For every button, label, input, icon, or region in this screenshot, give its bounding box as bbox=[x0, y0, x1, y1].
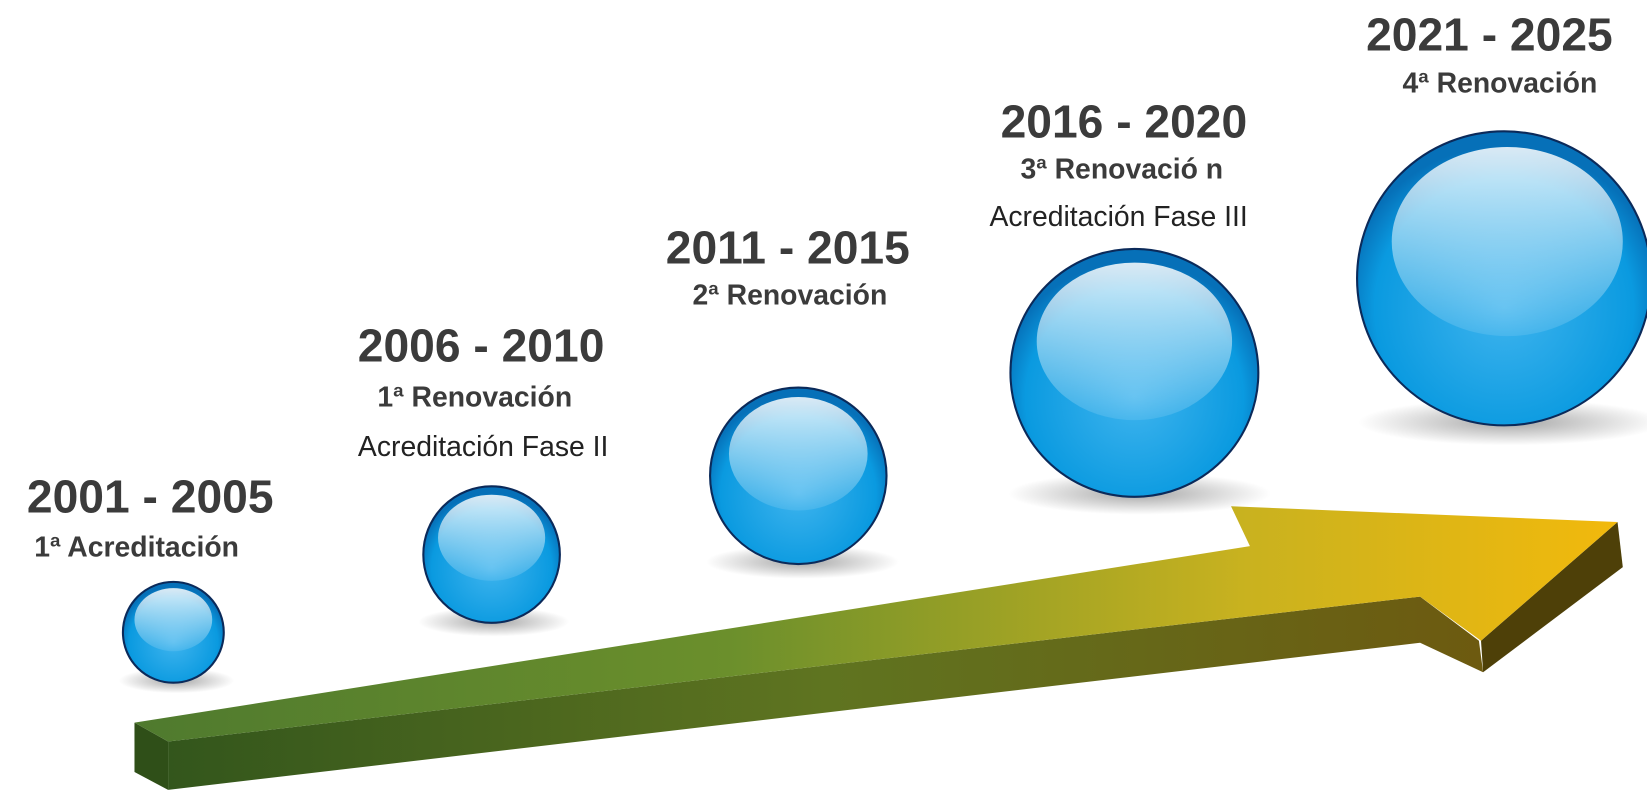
milestone-subtitle: Acreditación Fase II bbox=[358, 431, 608, 463]
sphere-shine bbox=[728, 397, 868, 511]
period: 2021 - 2025 bbox=[1366, 8, 1613, 60]
period: 2016 - 2020 bbox=[1001, 96, 1248, 148]
sphere-shine bbox=[1036, 262, 1233, 421]
spheres bbox=[118, 130, 1647, 694]
milestone-title: 3ª Renovació n bbox=[1020, 154, 1223, 186]
arrow bbox=[134, 506, 1623, 790]
milestone-title: 4ª Renovación bbox=[1403, 67, 1598, 99]
sphere-shine bbox=[134, 588, 213, 652]
period: 2006 - 2010 bbox=[358, 319, 605, 371]
sphere-shine bbox=[438, 494, 546, 581]
milestone-title: 1ª Renovación bbox=[377, 381, 572, 413]
sphere-shine bbox=[1391, 147, 1623, 337]
milestone-subtitle: Acreditación Fase III bbox=[989, 201, 1247, 233]
milestone-title: 1ª Acreditación bbox=[34, 532, 239, 564]
labels: 2001 - 2005 1ª Acreditación 2006 - 2010 … bbox=[27, 8, 1613, 563]
period: 2011 - 2015 bbox=[666, 222, 910, 274]
period: 2001 - 2005 bbox=[27, 471, 274, 523]
milestone-title: 2ª Renovación bbox=[692, 280, 887, 312]
